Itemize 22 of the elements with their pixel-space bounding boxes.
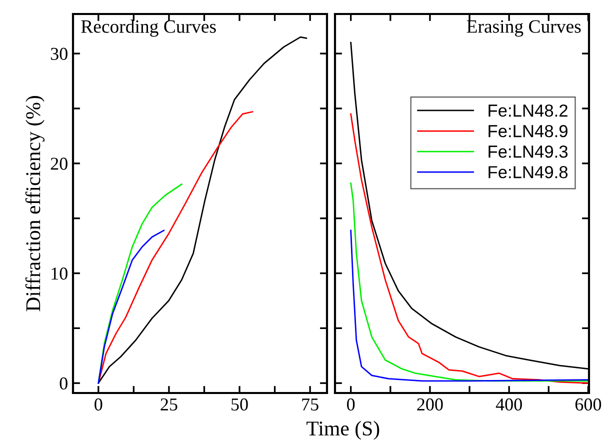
line-series <box>98 111 254 384</box>
legend-label: Fe:LN48.9 <box>488 124 568 138</box>
x-axis-title: Time (S) <box>306 420 380 440</box>
x-tick-label: 0 <box>347 398 355 411</box>
y-axis-title: Diffraction efficiency (%) <box>25 96 45 312</box>
x-tick-label: 0 <box>94 398 102 411</box>
y-tick-label: 0 <box>60 377 68 390</box>
x-tick-label: 400 <box>496 398 522 411</box>
x-tick-label: 25 <box>160 398 178 411</box>
x-tick-label: 200 <box>417 398 443 411</box>
legend-label: Fe:LN48.2 <box>488 104 568 117</box>
chart-title: Erasing Curves <box>466 20 581 37</box>
legend-label: Fe:LN49.8 <box>488 166 568 178</box>
y-tick-label: 30 <box>50 48 68 60</box>
x-tick-label: 50 <box>232 398 248 411</box>
y-tick-label: 20 <box>50 158 68 170</box>
y-tick-label: 10 <box>52 268 68 280</box>
line-series <box>98 230 165 384</box>
legend-label: Fe:LN49.3 <box>488 145 568 158</box>
chart-title: Recording Curves <box>81 20 216 37</box>
x-tick-label: 600 <box>575 398 602 411</box>
x-tick-label: 75 <box>302 398 318 411</box>
